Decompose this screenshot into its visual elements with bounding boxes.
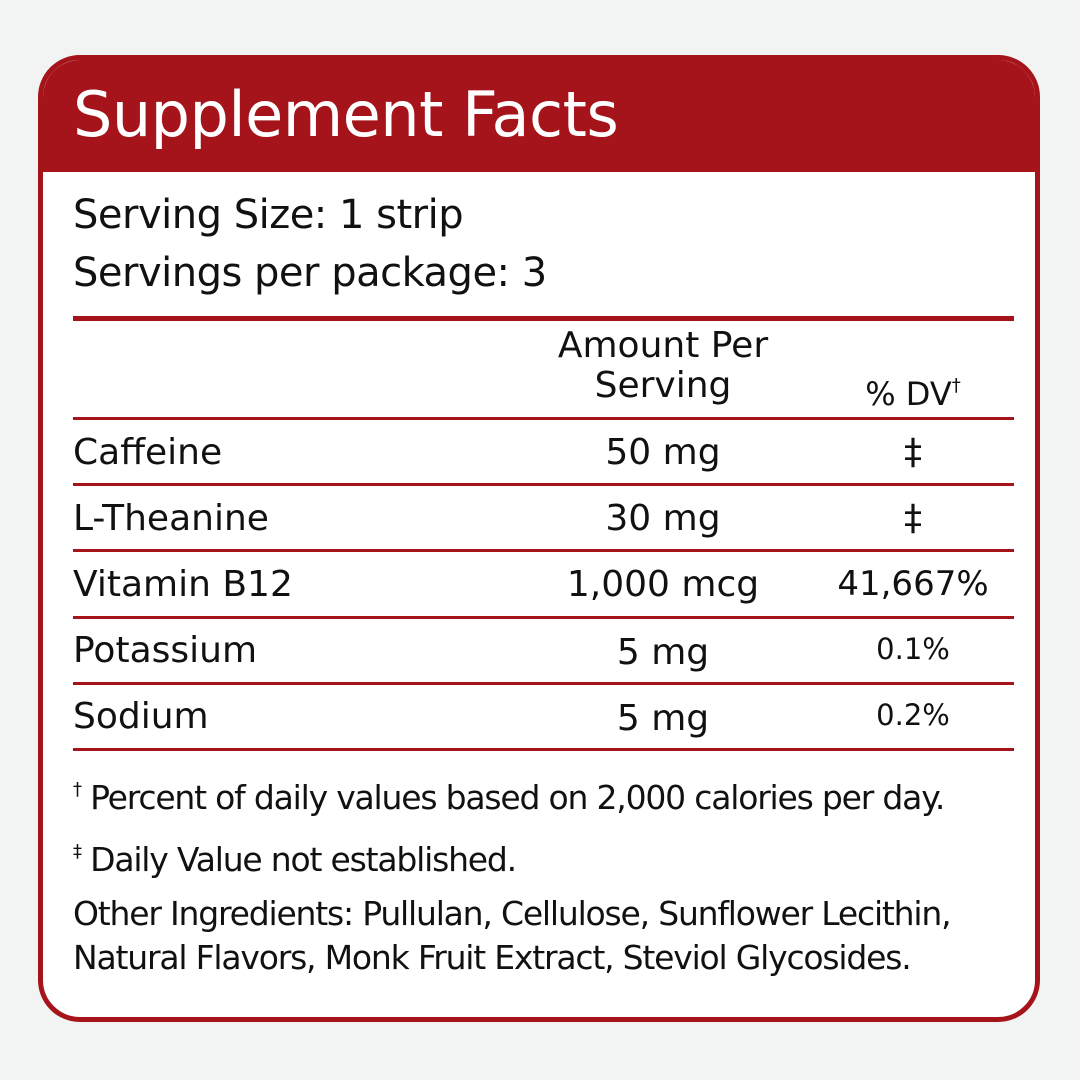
servings-per-package: Servings per package: 3	[73, 250, 547, 296]
nutrient-dv: 0.1%	[876, 632, 950, 666]
nutrient-amount: 5 mg	[616, 698, 710, 739]
nutrient-name: L-Theanine	[73, 498, 269, 539]
amount-column-header: Amount Per Serving	[523, 326, 803, 406]
divider	[73, 682, 1014, 685]
nutrient-amount: 50 mg	[605, 432, 721, 473]
divider	[73, 748, 1014, 751]
nutrient-name: Caffeine	[73, 432, 223, 473]
footnote-text: Daily Value not established.	[90, 840, 517, 879]
nutrient-amount: 5 mg	[616, 632, 710, 673]
nutrient-name: Potassium	[73, 630, 258, 671]
other-ingredients-line2: Natural Flavors, Monk Fruit Extract, Ste…	[73, 938, 912, 977]
nutrient-name: Sodium	[73, 696, 209, 737]
serving-size: Serving Size: 1 strip	[73, 192, 464, 238]
panel-title: Supplement Facts	[73, 78, 619, 151]
nutrient-dv: 41,667%	[837, 564, 989, 604]
nutrient-amount: 1,000 mcg	[566, 564, 760, 605]
nutrient-dv: 0.2%	[876, 698, 950, 732]
dv-column-header: % DV†	[833, 366, 993, 414]
dagger-mark: †	[951, 375, 961, 396]
amount-header-line2: Serving	[594, 365, 732, 406]
divider	[73, 483, 1014, 486]
divider	[73, 549, 1014, 552]
supplement-facts-panel: Supplement Facts Serving Size: 1 strip S…	[38, 55, 1040, 1022]
nutrient-dv: ‡	[904, 432, 922, 473]
dv-header-text: % DV	[865, 375, 952, 413]
double-dagger-mark: ‡	[73, 841, 82, 862]
footnote-dagger: † Percent of daily values based on 2,000…	[73, 768, 945, 820]
other-ingredients-line1: Other Ingredients: Pullulan, Cellulose, …	[73, 894, 952, 933]
header-bar: Supplement Facts	[43, 60, 1035, 172]
amount-header-line1: Amount Per	[557, 325, 769, 366]
divider	[73, 417, 1014, 420]
footnote-text: Percent of daily values based on 2,000 c…	[90, 778, 945, 817]
nutrient-dv: ‡	[904, 498, 922, 539]
divider	[73, 616, 1014, 619]
nutrient-amount: 30 mg	[605, 498, 721, 539]
divider	[73, 316, 1014, 321]
nutrient-name: Vitamin B12	[73, 564, 293, 605]
footnote-double-dagger: ‡ Daily Value not established.	[73, 830, 517, 882]
dagger-mark: †	[73, 779, 82, 800]
